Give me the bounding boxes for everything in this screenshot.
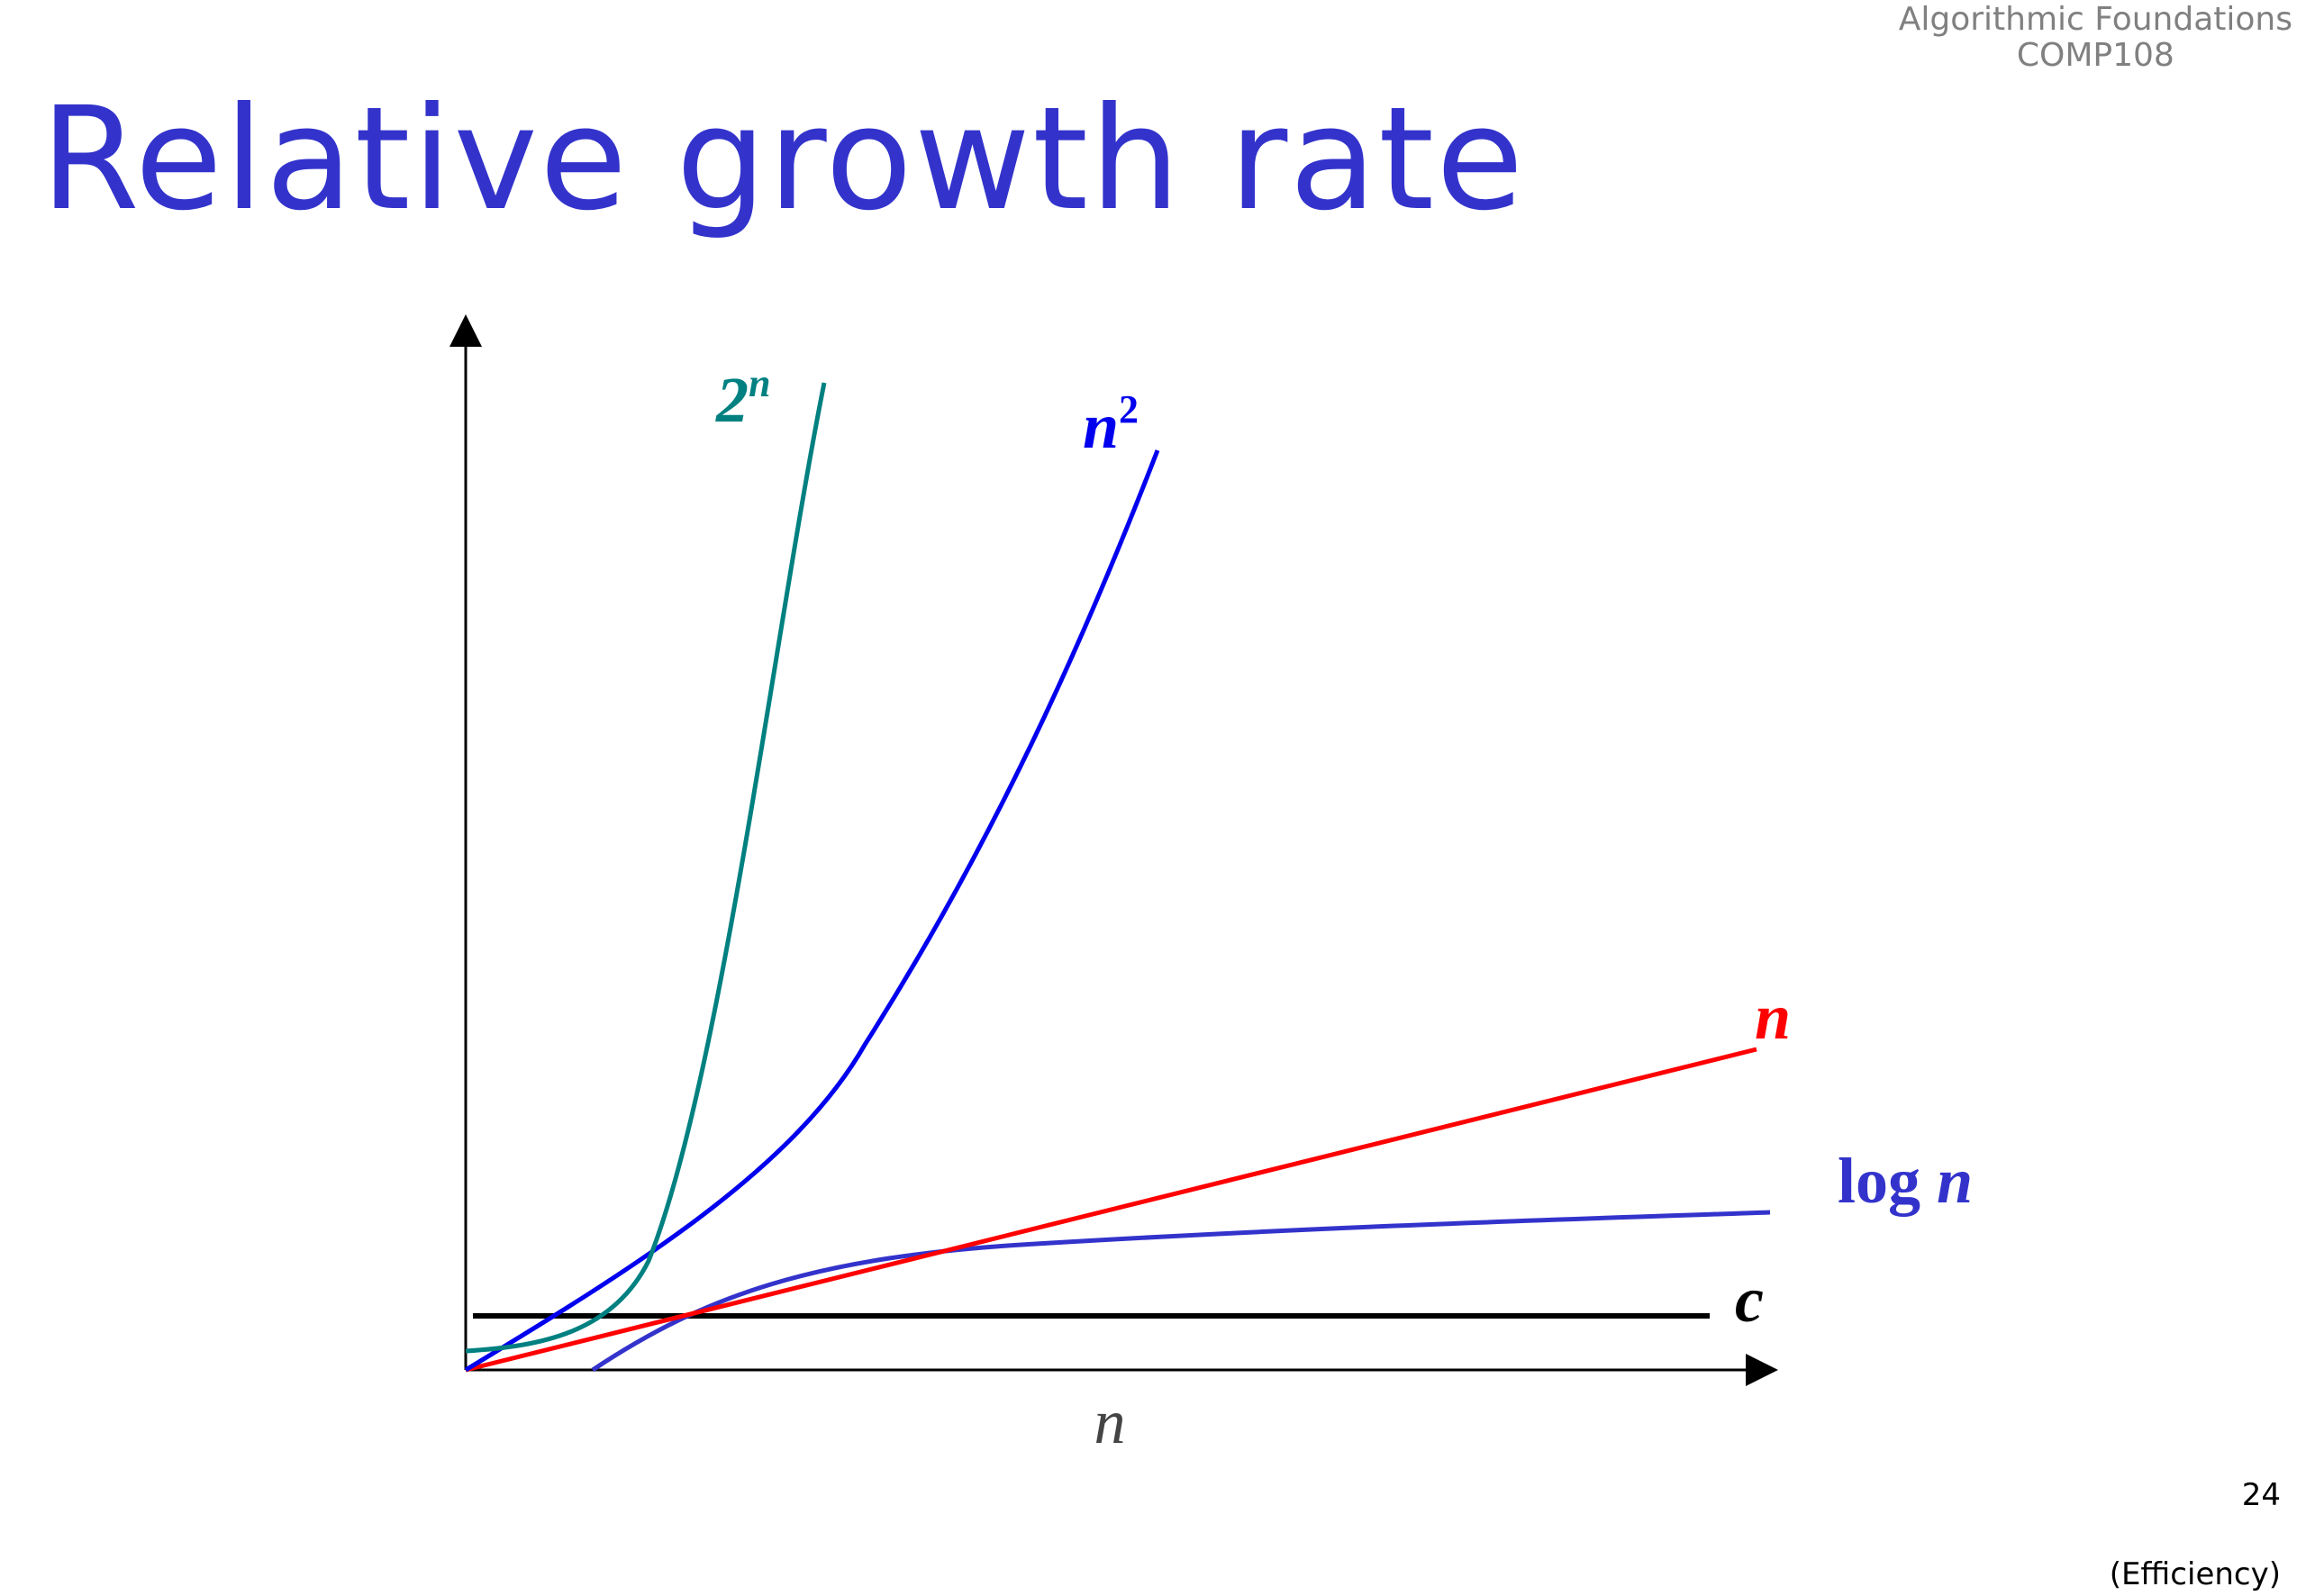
- page-number: 24: [2241, 1477, 2281, 1513]
- series-label-constant: c: [1735, 1264, 1764, 1336]
- course-header: Algorithmic Foundations COMP108: [1899, 2, 2292, 74]
- series-label-2-to-n: 2n: [715, 361, 770, 436]
- series-line-log-n: [591, 1210, 1771, 1373]
- series-line-n: [465, 1047, 1757, 1373]
- course-code: COMP108: [2016, 37, 2174, 74]
- x-axis-label: n: [1094, 1388, 1126, 1457]
- page-title: Relative growth rate: [41, 77, 1526, 242]
- series-label-n-squared: n2: [1083, 387, 1139, 462]
- series-line-n-squared: [464, 449, 1160, 1373]
- series-label-log-n: log n: [1838, 1145, 1973, 1217]
- course-title: Algorithmic Foundations: [1898, 1, 2292, 38]
- section-label: (Efficiency): [2109, 1556, 2281, 1592]
- series-label-n: n: [1755, 981, 1791, 1053]
- series-line-2-to-n: [465, 382, 827, 1354]
